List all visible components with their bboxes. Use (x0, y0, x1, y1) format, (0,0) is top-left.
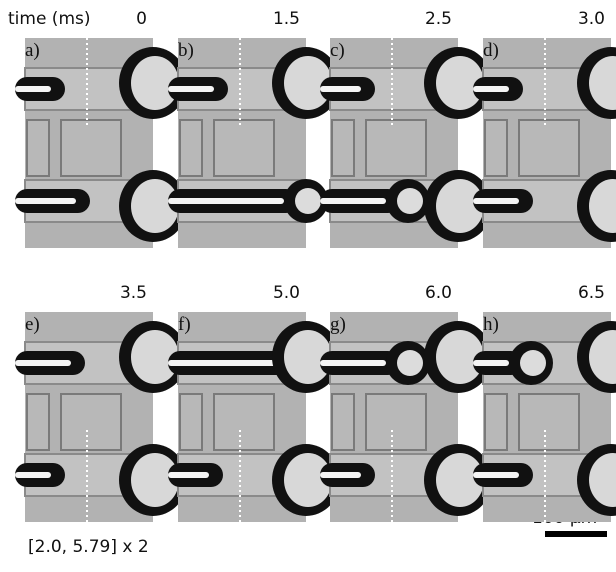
panel: d) (473, 38, 616, 248)
figure: time (ms) [2.0, 5.79] x 2 100 μm a)0b)1.… (0, 0, 616, 568)
panel: a) (15, 38, 187, 248)
panel: b) (168, 38, 340, 248)
post (332, 120, 354, 176)
time-value: 3.0 (578, 9, 605, 29)
panel-label: c) (330, 40, 345, 61)
panel-label: g) (330, 314, 346, 335)
time-value: 2.5 (425, 9, 452, 29)
panel-label: b) (178, 40, 194, 61)
bulb-core (295, 188, 321, 214)
time-value: 6.0 (425, 283, 452, 303)
square (366, 120, 426, 176)
square (366, 394, 426, 450)
bulb-core (397, 188, 423, 214)
post (485, 394, 507, 450)
droplet-core (15, 360, 71, 366)
droplet-core (15, 86, 51, 92)
panel: e) (15, 312, 187, 522)
parameters: [2.0, 5.79] x 2 (28, 537, 149, 557)
square (214, 120, 274, 176)
panel-label: d) (483, 40, 499, 61)
time-label: time (ms) (8, 9, 91, 29)
droplet-core (320, 360, 386, 366)
droplet-core (168, 360, 279, 366)
panel: f) (168, 312, 340, 522)
time-value: 0 (136, 9, 147, 29)
bulb-core (520, 350, 546, 376)
time-value: 1.5 (273, 9, 300, 29)
post (27, 120, 49, 176)
bulb-core (397, 350, 423, 376)
time-value: 5.0 (273, 283, 300, 303)
droplet-core (168, 472, 209, 478)
droplet-core (15, 472, 51, 478)
time-value: 3.5 (120, 283, 147, 303)
post (332, 394, 354, 450)
panel-label: e) (25, 314, 40, 335)
scale-bar (545, 531, 607, 537)
panel-label: a) (25, 40, 40, 61)
square (61, 120, 121, 176)
droplet-core (320, 86, 361, 92)
droplet-core (473, 198, 519, 204)
panel: g) (320, 312, 492, 522)
panel-label: h) (483, 314, 499, 335)
droplet-core (168, 86, 214, 92)
post (180, 120, 202, 176)
droplet-core (168, 198, 284, 204)
time-value: 6.5 (578, 283, 605, 303)
square (519, 120, 579, 176)
square (214, 394, 274, 450)
droplet-core (473, 86, 509, 92)
post (27, 394, 49, 450)
post (485, 120, 507, 176)
droplet-core (320, 198, 386, 204)
droplet-core (15, 198, 76, 204)
post (180, 394, 202, 450)
square (61, 394, 121, 450)
panel-label: f) (178, 314, 191, 335)
droplet-core (320, 472, 361, 478)
square (519, 394, 579, 450)
droplet-core (473, 472, 519, 478)
droplet-core (473, 360, 509, 366)
panel: c) (320, 38, 492, 248)
panel: h) (473, 312, 616, 522)
